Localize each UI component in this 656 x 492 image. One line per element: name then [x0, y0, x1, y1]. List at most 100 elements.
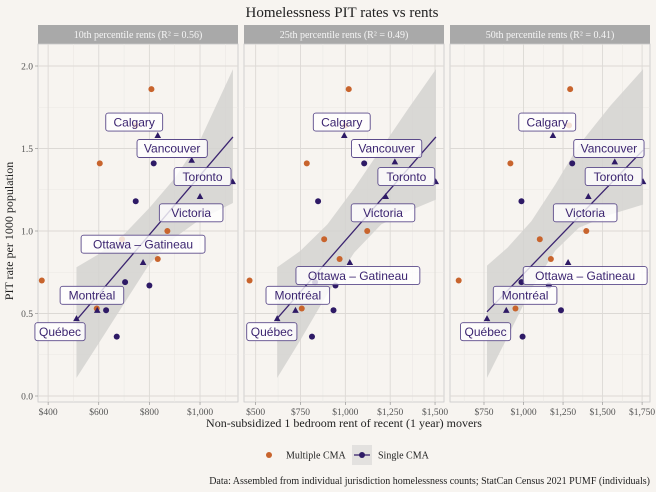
x-tick-label: $1,000 — [510, 407, 536, 418]
city-label-box — [492, 285, 558, 305]
city-label-text: Montréal — [69, 289, 116, 303]
data-point-circle — [150, 160, 157, 167]
data-point-triangle — [273, 315, 281, 322]
facet-panels: 10th percentile rents (R² = 0.56) $400 $60… — [34, 25, 655, 418]
city-label: Toronto — [377, 167, 436, 187]
x-tick-label: $500 — [246, 407, 265, 418]
city-label-text: Ottawa – Gatineau — [308, 269, 408, 283]
data-point-circle — [246, 277, 253, 284]
data-point-triangle — [340, 132, 348, 138]
city-label-text: Montréal — [502, 289, 549, 303]
city-label: Québec — [34, 322, 86, 342]
city-label-box — [295, 266, 421, 285]
city-label-text: Toronto — [386, 170, 426, 184]
city-label: Victoria — [158, 203, 224, 223]
data-point-circle — [518, 198, 525, 205]
x-axis-title: Non-subsidized 1 bedroom rent of recent … — [206, 416, 482, 430]
data-point-circle — [512, 305, 519, 312]
data-point-circle — [547, 256, 554, 263]
city-label-box — [158, 203, 224, 223]
legend-key-multiple-cma — [266, 452, 272, 458]
city-label-text: Ottawa – Gatineau — [535, 269, 635, 283]
x-tick-label: $750 — [474, 407, 493, 418]
city-label: Ottawa – Gatineau — [80, 234, 206, 254]
data-point-triangle — [139, 259, 147, 265]
x-tick-label: $1,500 — [422, 407, 448, 418]
x-tick-label: $1,000 — [332, 407, 358, 418]
data-point-circle — [303, 160, 310, 167]
x-tick-label: $1,250 — [550, 407, 576, 418]
data-point-circle — [567, 86, 574, 93]
city-label-box — [552, 203, 618, 223]
x-tick-label: $1,750 — [629, 407, 655, 418]
city-label-box — [350, 203, 416, 223]
facet-panel-2: 25th percentile rents (R² = 0.49) $500 $75… — [243, 25, 448, 418]
city-label-text: Québec — [39, 325, 81, 339]
city-label: Toronto — [584, 167, 643, 187]
data-point-circle — [557, 307, 564, 314]
city-label-text: Victoria — [363, 206, 403, 220]
city-label: Québec — [246, 322, 298, 342]
city-label-text: Québec — [251, 325, 293, 339]
data-point-circle — [103, 307, 110, 314]
data-point-circle — [336, 256, 343, 263]
data-point-triangle — [188, 156, 195, 163]
facet-strip — [450, 25, 650, 44]
x-tick-label: $1,000 — [187, 407, 213, 418]
facet-strip — [38, 25, 238, 44]
city-label-box — [246, 322, 298, 342]
x-tick-label: $750 — [291, 407, 310, 418]
data-point-circle — [122, 279, 129, 286]
x-tick-label: $400 — [39, 407, 58, 418]
facet-strip-label: 10th percentile rents (R² = 0.56) — [74, 30, 203, 41]
city-label-box — [173, 167, 232, 187]
city-label: Victoria — [350, 203, 416, 223]
data-point-circle — [569, 160, 576, 167]
x-tick-label: $1,500 — [590, 407, 616, 418]
legend-label-multiple-cma: Multiple CMA — [286, 451, 347, 462]
data-point-circle — [154, 256, 161, 263]
data-point-triangle — [382, 193, 390, 199]
y-axis: 0.0 0.5 1.0 1.5 2.0 — [21, 63, 38, 403]
data-point-triangle — [73, 315, 80, 322]
city-label-text: Toronto — [183, 170, 223, 184]
data-point-circle — [315, 198, 322, 205]
city-label-text: Victoria — [565, 206, 605, 220]
data-point-triangle — [564, 259, 572, 265]
city-label-text: Victoria — [171, 206, 211, 220]
data-point-circle — [38, 277, 45, 284]
city-label-box — [105, 112, 164, 132]
city-label-box — [265, 285, 331, 305]
city-label-box — [522, 266, 648, 285]
city-label-box — [584, 167, 643, 187]
city-label: Vancouver — [573, 139, 645, 158]
city-label-text: Ottawa – Gatineau — [93, 237, 193, 251]
city-label: Vancouver — [351, 139, 423, 158]
data-point-triangle — [346, 259, 354, 265]
data-point-triangle — [611, 158, 619, 165]
data-point-circle — [321, 236, 328, 243]
data-point-circle — [330, 307, 337, 314]
city-label: Victoria — [552, 203, 618, 223]
city-label-box — [59, 285, 125, 305]
facet-strip-label: 50th percentile rents (R² = 0.41) — [486, 30, 615, 41]
city-label-box — [351, 139, 423, 158]
data-point-circle — [308, 333, 315, 340]
data-point-circle — [164, 228, 171, 234]
city-label-text: Vancouver — [144, 142, 200, 156]
city-label-box — [136, 139, 208, 158]
data-point-circle — [96, 160, 103, 167]
data-point-circle — [298, 305, 305, 312]
y-tick-label: 1.0 — [21, 228, 33, 238]
city-label-box — [460, 322, 512, 342]
city-label: Calgary — [518, 112, 577, 132]
city-label-text: Calgary — [321, 115, 362, 129]
data-point-triangle — [502, 306, 510, 313]
data-point-triangle — [93, 306, 101, 313]
data-point-circle — [507, 160, 514, 167]
city-label-text: Québec — [465, 325, 507, 339]
facet-strip-label: 25th percentile rents (R² = 0.49) — [280, 30, 409, 41]
data-point-circle — [132, 198, 139, 205]
data-point-circle — [113, 333, 120, 340]
